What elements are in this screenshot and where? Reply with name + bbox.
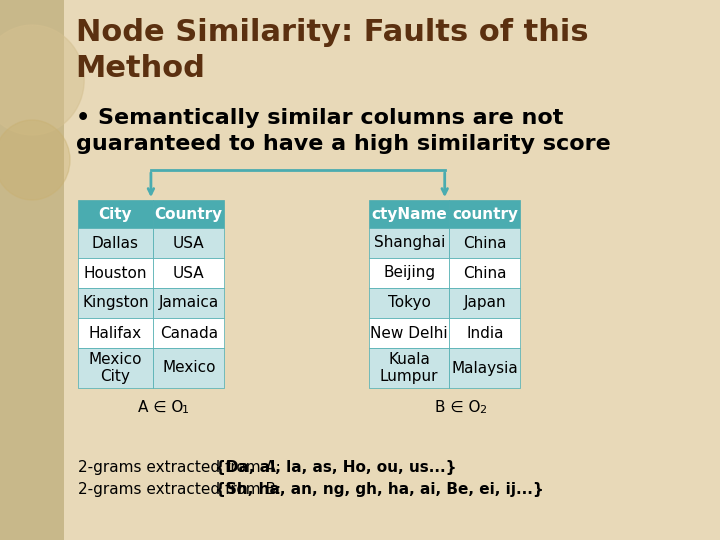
FancyBboxPatch shape: [449, 258, 521, 288]
Text: USA: USA: [173, 266, 204, 280]
Text: ctyName: ctyName: [372, 206, 447, 221]
FancyBboxPatch shape: [153, 228, 224, 258]
FancyBboxPatch shape: [153, 318, 224, 348]
Text: Japan: Japan: [464, 295, 506, 310]
Text: • Semantically similar columns are not
guaranteed to have a high similarity scor: • Semantically similar columns are not g…: [76, 108, 611, 154]
FancyBboxPatch shape: [153, 258, 224, 288]
Text: B ∈ O: B ∈ O: [435, 400, 481, 415]
Text: Halifax: Halifax: [89, 326, 142, 341]
Text: China: China: [463, 235, 507, 251]
Text: Mexico
City: Mexico City: [89, 352, 142, 384]
Text: Beijing: Beijing: [383, 266, 436, 280]
FancyBboxPatch shape: [369, 258, 449, 288]
FancyBboxPatch shape: [78, 318, 153, 348]
Text: Node Similarity: Faults of this
Method: Node Similarity: Faults of this Method: [76, 18, 588, 83]
Text: country: country: [452, 206, 518, 221]
Text: New Delhi: New Delhi: [370, 326, 448, 341]
Circle shape: [0, 120, 70, 200]
Text: Malaysia: Malaysia: [451, 361, 518, 375]
FancyBboxPatch shape: [369, 348, 449, 388]
FancyBboxPatch shape: [369, 318, 449, 348]
FancyBboxPatch shape: [449, 228, 521, 258]
FancyBboxPatch shape: [449, 200, 521, 228]
Text: USA: USA: [173, 235, 204, 251]
Text: 2: 2: [479, 405, 486, 415]
FancyBboxPatch shape: [78, 348, 153, 388]
FancyBboxPatch shape: [449, 348, 521, 388]
FancyBboxPatch shape: [78, 200, 153, 228]
FancyBboxPatch shape: [369, 288, 449, 318]
FancyBboxPatch shape: [153, 348, 224, 388]
FancyBboxPatch shape: [0, 0, 64, 540]
Text: Tokyo: Tokyo: [388, 295, 431, 310]
FancyBboxPatch shape: [369, 228, 449, 258]
Text: 2-grams extracted from B:: 2-grams extracted from B:: [78, 482, 286, 497]
Circle shape: [0, 25, 84, 135]
FancyBboxPatch shape: [449, 288, 521, 318]
Text: Canada: Canada: [160, 326, 218, 341]
Text: Houston: Houston: [84, 266, 147, 280]
Text: Jamaica: Jamaica: [158, 295, 219, 310]
Text: Country: Country: [155, 206, 222, 221]
Text: Shanghai: Shanghai: [374, 235, 445, 251]
Text: 1: 1: [181, 405, 189, 415]
FancyBboxPatch shape: [449, 318, 521, 348]
Text: 2-grams extracted from A:: 2-grams extracted from A:: [78, 460, 285, 475]
Text: China: China: [463, 266, 507, 280]
FancyBboxPatch shape: [78, 228, 153, 258]
Text: Mexico: Mexico: [162, 361, 215, 375]
Text: {Da, al, la, as, Ho, ou, us...}: {Da, al, la, as, Ho, ou, us...}: [215, 460, 456, 475]
Text: City: City: [99, 206, 132, 221]
Text: A ∈ O: A ∈ O: [138, 400, 183, 415]
Text: Kingston: Kingston: [82, 295, 149, 310]
FancyBboxPatch shape: [153, 200, 224, 228]
Text: India: India: [466, 326, 504, 341]
Text: Kuala
Lumpur: Kuala Lumpur: [380, 352, 438, 384]
Text: {Sh, ha, an, ng, gh, ha, ai, Be, ei, ij...}: {Sh, ha, an, ng, gh, ha, ai, Be, ei, ij.…: [215, 482, 544, 497]
Text: Dallas: Dallas: [92, 235, 139, 251]
FancyBboxPatch shape: [153, 288, 224, 318]
FancyBboxPatch shape: [369, 200, 449, 228]
FancyBboxPatch shape: [78, 288, 153, 318]
FancyBboxPatch shape: [78, 258, 153, 288]
